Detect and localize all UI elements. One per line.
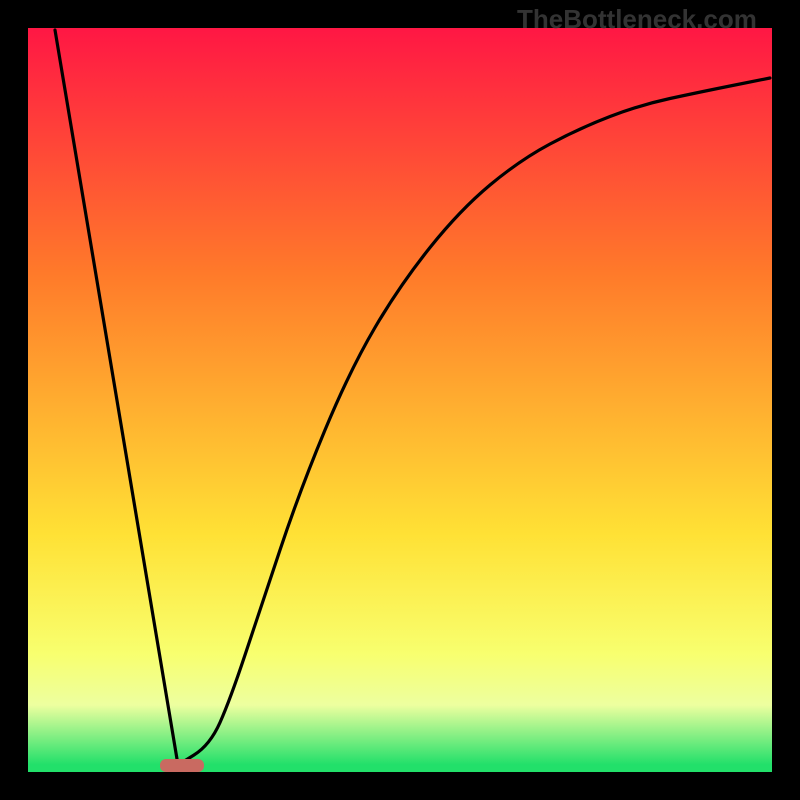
gradient-plot-area	[28, 28, 772, 772]
watermark-text: TheBottleneck.com	[517, 4, 757, 35]
bottleneck-chart: TheBottleneck.com	[0, 0, 800, 800]
minimum-marker	[160, 759, 204, 772]
